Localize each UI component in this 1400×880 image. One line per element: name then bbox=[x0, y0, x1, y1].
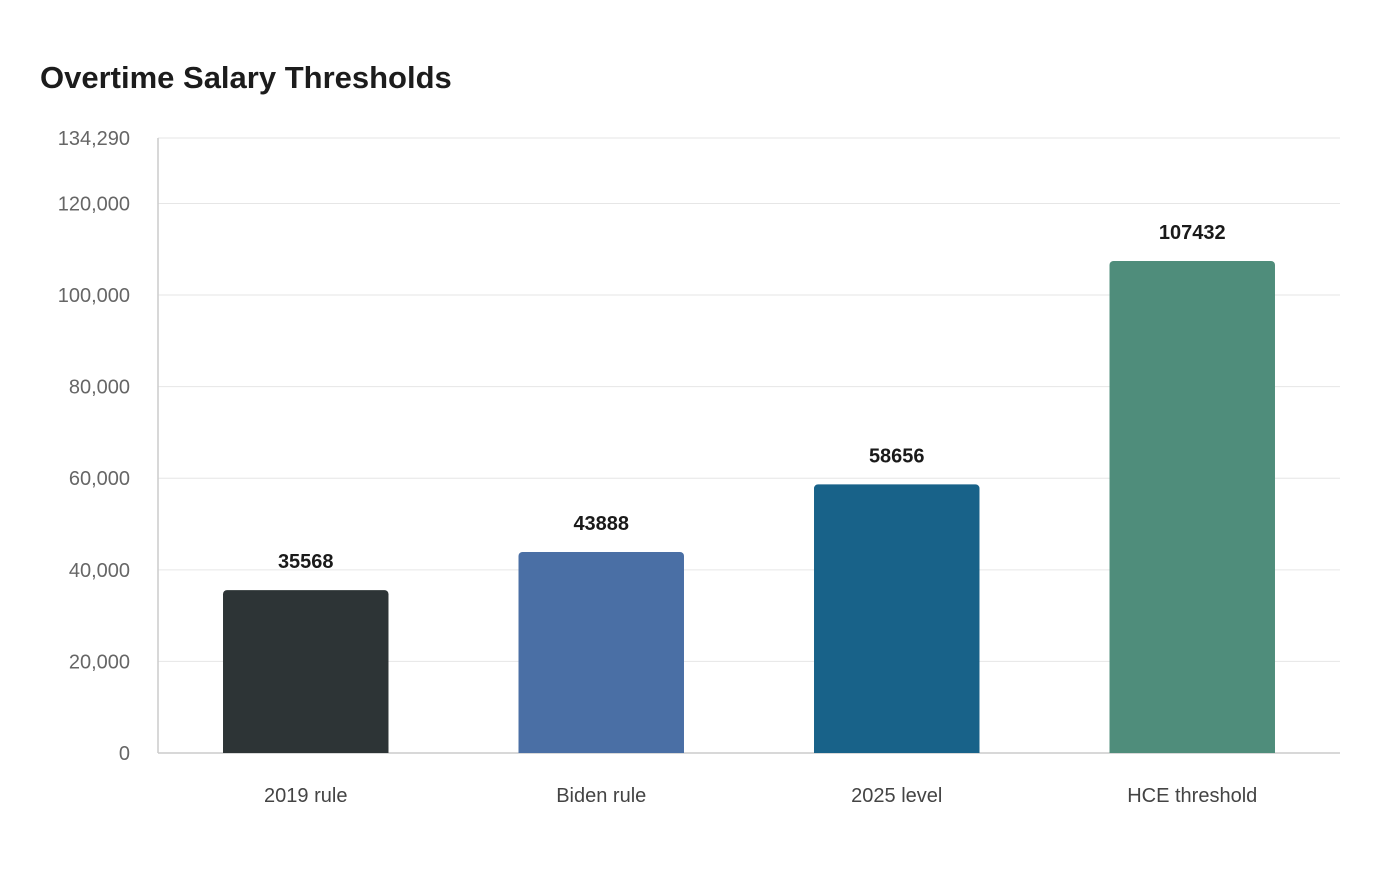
bar-base bbox=[814, 747, 980, 753]
x-category-label: 2019 rule bbox=[264, 785, 347, 807]
x-category-label: HCE threshold bbox=[1127, 785, 1257, 807]
y-tick-label: 40,000 bbox=[69, 560, 130, 582]
labels: 0 20,000 40,000 60,000 80,000 100,000 120,000 1… bbox=[58, 128, 1258, 807]
y-tick-label: 20,000 bbox=[69, 651, 130, 673]
bar-value-label: 58656 bbox=[869, 445, 925, 467]
bar-value-label: 43888 bbox=[573, 513, 629, 535]
x-category-label: Biden rule bbox=[556, 785, 646, 807]
bar-base bbox=[223, 747, 389, 753]
bar-base bbox=[1109, 747, 1275, 753]
bar-base bbox=[518, 747, 684, 753]
y-tick-label: 100,000 bbox=[58, 285, 130, 307]
bars bbox=[223, 261, 1275, 753]
bar[interactable] bbox=[814, 484, 980, 753]
y-tick-label: 0 bbox=[119, 743, 130, 765]
y-tick-label: 120,000 bbox=[58, 193, 130, 215]
chart-title: Overtime Salary Thresholds bbox=[40, 60, 452, 95]
y-tick-label: 60,000 bbox=[69, 468, 130, 490]
bar-value-label: 35568 bbox=[278, 551, 334, 573]
x-category-label: 2025 level bbox=[851, 785, 942, 807]
bar[interactable] bbox=[518, 552, 684, 753]
bar[interactable] bbox=[223, 590, 389, 753]
y-tick-label: 134,290 bbox=[58, 128, 130, 150]
bar-value-label: 107432 bbox=[1159, 222, 1226, 244]
bar[interactable] bbox=[1109, 261, 1275, 753]
y-tick-label: 80,000 bbox=[69, 377, 130, 399]
